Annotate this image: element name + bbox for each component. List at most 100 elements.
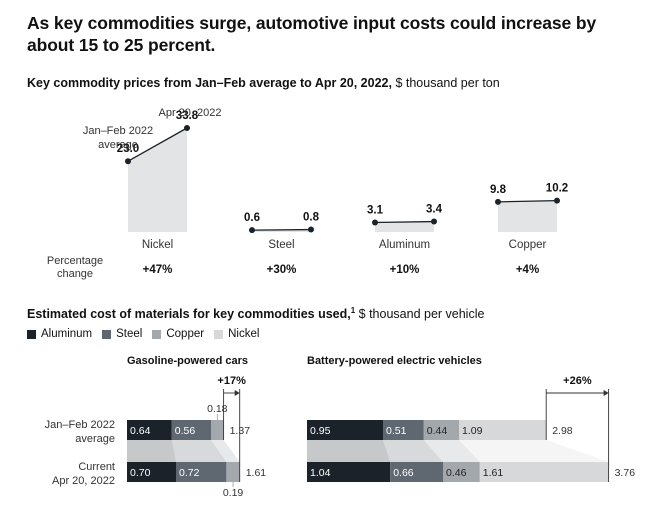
row-label-0-line2: average — [75, 433, 115, 445]
price-point-start-copper — [495, 198, 501, 205]
cost-chart-unit: $ thousand per vehicle — [358, 307, 485, 322]
bar-label-ev-row0-steel: 0.51 — [386, 425, 407, 437]
price-line-nickel — [127, 127, 188, 162]
change-label-ev: +26% — [563, 375, 592, 387]
connector-gasoline-copper — [211, 440, 240, 462]
cost-chart-title: Estimated cost of materials for key comm… — [27, 307, 351, 322]
bar-ev-row1-steel — [390, 462, 443, 482]
price-chart-unit: $ thousand per ton — [395, 76, 500, 90]
price-line-aluminum — [374, 220, 435, 224]
connector-ev-nickel — [459, 440, 609, 462]
price-area-nickel — [128, 128, 187, 232]
bar-label-gasoline-row1-steel: 0.72 — [179, 467, 200, 479]
bar-gasoline-row1-copper — [226, 462, 240, 482]
bar-ev-row1-nickel — [479, 462, 609, 482]
bar-gasoline-row1-aluminum — [127, 462, 176, 482]
price-area-copper — [498, 200, 557, 232]
bar-ev-row0-nickel — [459, 420, 547, 440]
price-point-start-nickel — [125, 158, 131, 165]
price-line-copper — [497, 199, 558, 203]
change-label-nickel: +47% — [143, 264, 173, 276]
price-label-start-steel: 0.6 — [244, 212, 260, 224]
legend-label-steel: Steel — [116, 328, 143, 340]
legend-label-aluminum: Aluminum — [41, 328, 93, 340]
legend-item-copper: Copper — [152, 328, 204, 340]
price-chart-subtitle: Key commodity prices from Jan–Feb averag… — [27, 76, 500, 90]
footnote-mark: 1 — [350, 306, 356, 315]
commodity-label-steel: Steel — [268, 239, 294, 251]
legend-label-copper: Copper — [166, 328, 205, 340]
bar-label-ev-row1-copper: 0.46 — [446, 467, 467, 479]
price-chart-title: Key commodity prices from Jan–Feb averag… — [27, 76, 392, 90]
connector-gasoline-steel — [171, 440, 227, 462]
bar-label-gasoline-row1-aluminum: 0.70 — [130, 467, 151, 479]
row-label-1-line1: Current — [78, 461, 115, 473]
bar-gasoline-row0-copper — [211, 420, 224, 440]
price-label-start-nickel: 23.0 — [117, 143, 139, 155]
price-point-end-aluminum — [431, 218, 437, 225]
price-point-end-nickel — [184, 125, 190, 131]
price-label-end-copper: 10.2 — [546, 183, 568, 195]
bar-ev-row0-aluminum — [307, 420, 383, 440]
legend-item-nickel: Nickel — [214, 328, 259, 340]
change-label-steel: +30% — [267, 264, 297, 276]
bar-ev-row1-aluminum — [307, 462, 391, 482]
bar-total-ev-row0: 2.98 — [552, 425, 573, 437]
connector-ev-steel — [383, 440, 443, 462]
legend-item-steel: Steel — [102, 328, 142, 340]
bar-label-gasoline-row0-steel: 0.56 — [175, 425, 196, 437]
price-label-start-copper: 9.8 — [490, 184, 507, 196]
row-label-1-line2: Apr 20, 2022 — [52, 475, 115, 487]
start-annotation-line1: Jan–Feb 2022 — [83, 125, 153, 137]
legend-item-aluminum: Aluminum — [27, 328, 92, 340]
legend-swatch-steel — [102, 329, 112, 339]
connector-ev-aluminum — [307, 440, 391, 462]
commodity-label-nickel: Nickel — [142, 239, 173, 251]
bracket-arrowhead-gasoline — [234, 390, 240, 396]
change-label-aluminum: +10% — [390, 264, 420, 276]
bar-label-ev-row0-nickel: 1.09 — [462, 425, 483, 437]
legend: Aluminum Steel Copper Nickel — [27, 328, 269, 340]
bar-label-ev-row0-copper: 0.44 — [427, 425, 448, 437]
commodity-label-aluminum: Aluminum — [379, 239, 430, 251]
bar-label-gasoline-row0-aluminum: 0.64 — [130, 425, 151, 437]
change-label-copper: +4% — [516, 264, 539, 276]
price-point-end-copper — [554, 197, 560, 204]
cost-chart-subtitle: Estimated cost of materials for key comm… — [27, 306, 484, 321]
price-point-end-steel — [308, 226, 314, 233]
connector-gasoline-aluminum — [127, 440, 176, 462]
price-line-steel — [251, 228, 312, 231]
price-point-start-aluminum — [372, 219, 378, 226]
bar-label-ev-row1-steel: 0.66 — [393, 467, 414, 479]
bar-gasoline-row1-steel — [176, 462, 227, 482]
price-label-end-steel: 0.8 — [303, 212, 320, 224]
bar-total-ev-row1: 3.76 — [615, 467, 636, 479]
bar-label-gasoline-row0-copper: 0.18 — [207, 403, 228, 415]
bar-gasoline-row0-aluminum — [127, 420, 172, 440]
connector-ev-copper — [423, 440, 480, 462]
legend-swatch-aluminum — [27, 329, 36, 339]
bracket-arrowhead-ev — [603, 390, 609, 396]
price-label-end-aluminum: 3.4 — [426, 204, 443, 216]
price-point-start-steel — [249, 227, 255, 234]
row-label-0-line1: Jan–Feb 2022 — [45, 419, 115, 431]
panel-title-ev: Battery-powered electric vehicles — [307, 355, 482, 367]
price-label-start-aluminum: 3.1 — [367, 204, 384, 216]
commodity-label-copper: Copper — [509, 239, 547, 251]
bar-ev-row0-steel — [383, 420, 424, 440]
start-annotation-line2: average — [98, 139, 138, 151]
row-label-line2: change — [57, 268, 93, 280]
bar-label-ev-row1-aluminum: 1.04 — [310, 467, 331, 479]
chart-title: As key commodities surge, automotive inp… — [27, 13, 597, 55]
legend-label-nickel: Nickel — [228, 328, 260, 340]
row-label-line1: Percentage — [47, 255, 103, 267]
legend-swatch-nickel — [214, 329, 224, 339]
bar-label-gasoline-row1-copper: 0.19 — [223, 487, 244, 499]
bar-gasoline-row0-steel — [171, 420, 211, 440]
change-label-gasoline: +17% — [217, 375, 246, 387]
bar-label-ev-row1-nickel: 1.61 — [483, 467, 504, 479]
end-annotation: Apr 20, 2022 — [159, 107, 222, 119]
price-label-end-nickel: 33.8 — [176, 110, 199, 122]
legend-swatch-copper — [152, 329, 162, 339]
